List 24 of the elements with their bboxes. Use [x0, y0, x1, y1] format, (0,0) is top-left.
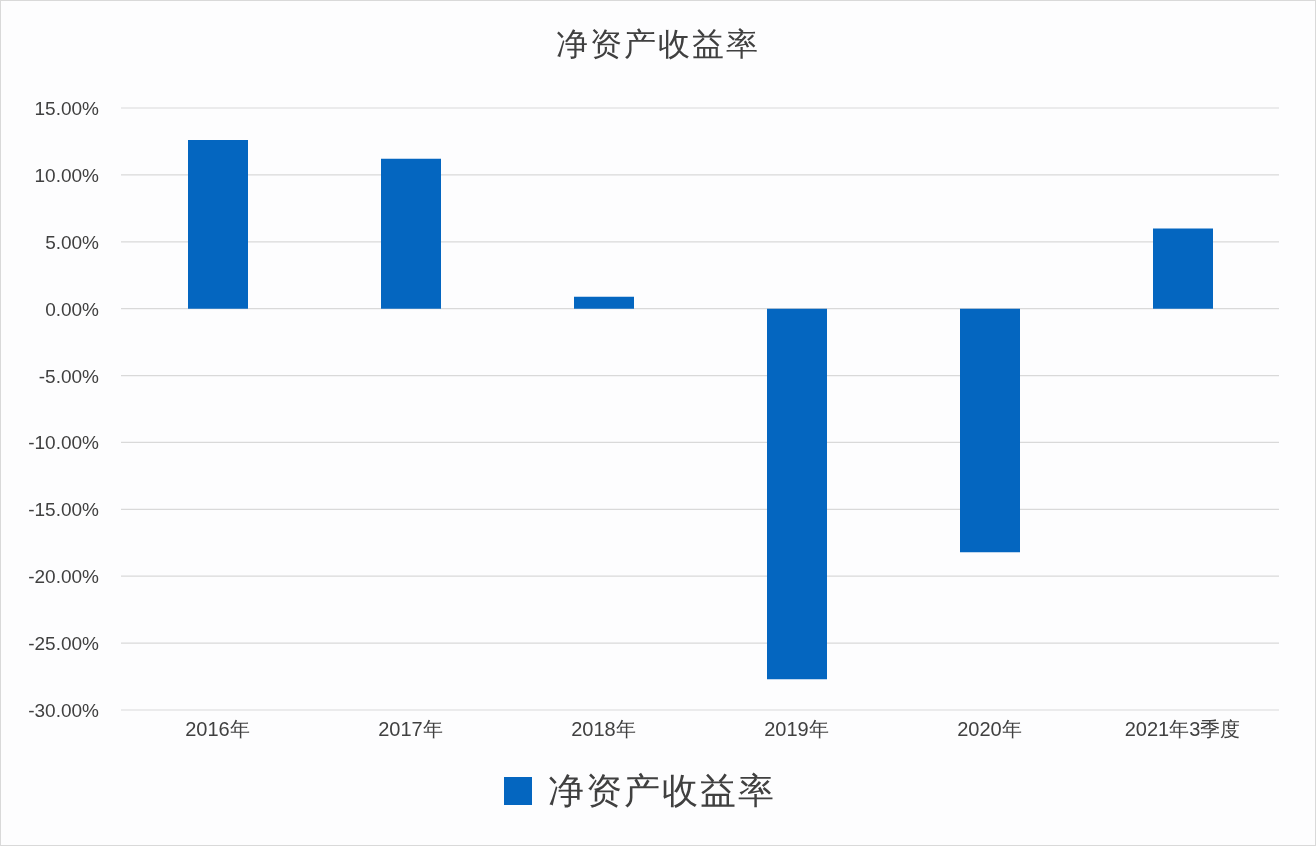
x-tick-label: 2018年: [571, 718, 636, 740]
legend-label: 净资产收益率: [548, 768, 776, 813]
bar: [960, 308, 1020, 553]
bar: [767, 308, 827, 680]
y-tick-label: -5.00%: [38, 365, 100, 387]
x-tick-label: 2020年: [957, 718, 1022, 740]
bar: [381, 158, 441, 309]
chart-title: 净资产收益率: [555, 25, 761, 64]
y-tick-label: 15.00%: [34, 98, 100, 119]
y-tick-label: -30.00%: [28, 700, 100, 721]
x-tick-label: 2016年: [185, 718, 250, 740]
bar: [1153, 228, 1213, 309]
y-tick-label: -10.00%: [28, 432, 100, 454]
y-tick-label: 0.00%: [45, 298, 100, 320]
x-tick-label: 2017年: [378, 718, 443, 740]
y-tick-label: -25.00%: [28, 633, 100, 655]
bar: [188, 140, 248, 309]
bar: [574, 296, 634, 309]
y-tick-label: 10.00%: [34, 164, 100, 186]
y-tick-label: -15.00%: [28, 499, 100, 521]
x-tick-label: 2021年3季度: [1124, 718, 1241, 740]
x-tick-label: 2019年: [764, 718, 829, 740]
y-tick-label: 5.00%: [45, 231, 100, 253]
y-tick-label: -20.00%: [28, 566, 100, 588]
